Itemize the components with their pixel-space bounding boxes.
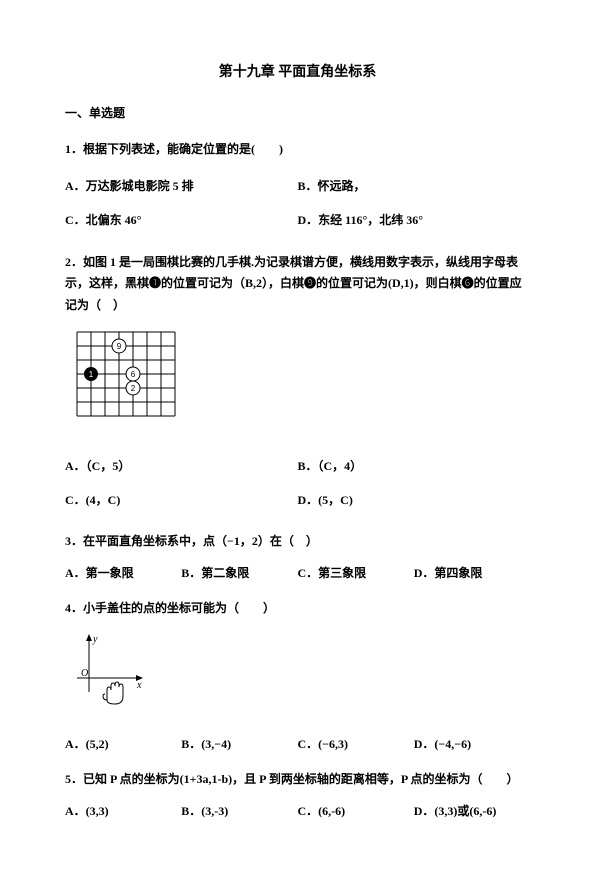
q3-option-b: B．第二象限: [181, 563, 297, 585]
q1-option-d: D．东经 116°，北纬 36°: [298, 210, 531, 232]
q4-options: A．(5,2) B．(3,−4) C．(−6,3) D．(−4,−6): [65, 734, 530, 756]
svg-text:O: O: [81, 668, 88, 679]
q4-option-a: A．(5,2): [65, 734, 181, 756]
q2-option-d: D．(5，C): [298, 490, 531, 512]
q2-stem: 2．如图 1 是一局围棋比赛的几手棋.为记录棋谱方便，横线用数字表示，纵线用字母…: [65, 252, 530, 317]
q5-option-c: C．(6,-6): [298, 801, 414, 823]
section-header: 一、单选题: [65, 103, 530, 125]
q5-option-d: D．(3,3)或(6,-6): [414, 801, 530, 823]
svg-text:1: 1: [89, 370, 94, 379]
q5-option-a: A．(3,3): [65, 801, 181, 823]
q3-option-d: D．第四象限: [414, 563, 530, 585]
q5-options: A．(3,3) B．(3,-3) C．(6,-6) D．(3,3)或(6,-6): [65, 801, 530, 823]
q4-option-d: D．(−4,−6): [414, 734, 530, 756]
svg-text:x: x: [136, 680, 142, 691]
svg-text:6: 6: [131, 370, 136, 379]
q4-option-b: B．(3,−4): [181, 734, 297, 756]
q4-option-c: C．(−6,3): [298, 734, 414, 756]
svg-text:9: 9: [117, 342, 122, 351]
chapter-title: 第十九章 平面直角坐标系: [65, 60, 530, 85]
q3-stem: 3．在平面直角坐标系中，点（−1，2）在（ ）: [65, 531, 530, 553]
q2-option-c: C．(4，C): [65, 490, 298, 512]
q1-option-a: A．万达影城电影院 5 排: [65, 176, 298, 198]
q5-option-b: B．(3,-3): [181, 801, 297, 823]
q2-option-a: A．（C，5）: [65, 456, 298, 478]
q1-stem: 1．根据下列表述，能确定位置的是( ): [65, 139, 530, 161]
q1-options: A．万达影城电影院 5 排 B．怀远路， C．北偏东 46° D．东经 116°…: [65, 170, 530, 237]
q3-option-a: A．第一象限: [65, 563, 181, 585]
svg-text:y: y: [92, 634, 98, 645]
q2-options: A．（C，5） B．（C，4） C．(4，C) D．(5，C): [65, 450, 530, 517]
svg-text:2: 2: [131, 384, 136, 393]
axes-figure: O y x: [71, 630, 530, 718]
q4-stem: 4．小手盖住的点的坐标可能为（ ）: [65, 598, 530, 620]
go-board-figure: 1 9 6 2: [71, 326, 530, 434]
q1-option-c: C．北偏东 46°: [65, 210, 298, 232]
page: 第十九章 平面直角坐标系 一、单选题 1．根据下列表述，能确定位置的是( ) A…: [0, 0, 595, 876]
q3-option-c: C．第三象限: [298, 563, 414, 585]
q3-options: A．第一象限 B．第二象限 C．第三象限 D．第四象限: [65, 563, 530, 585]
q5-stem: 5．已知 P 点的坐标为(1+3a,1-b)，且 P 到两坐标轴的距离相等，P …: [65, 769, 530, 791]
q2-option-b: B．（C，4）: [298, 456, 531, 478]
q1-option-b: B．怀远路，: [298, 176, 531, 198]
